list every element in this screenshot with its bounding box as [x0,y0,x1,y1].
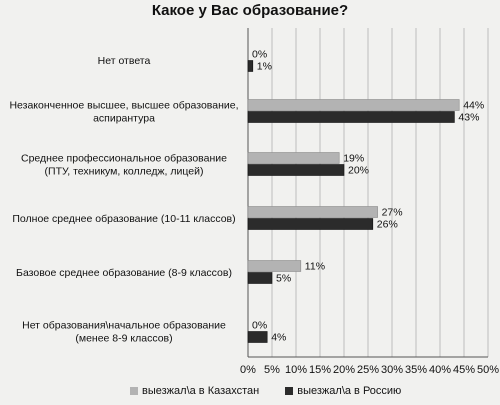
data-label: 19% [343,153,364,165]
bar-russia [247,331,268,343]
x-tick-label: 50% [477,364,499,376]
bar-russia [247,164,345,176]
x-tick-label: 45% [453,364,475,376]
bar-kazakhstan [247,99,460,111]
bar-russia [247,111,455,123]
bar-russia [247,218,374,230]
legend: выезжал\а в Казахстан выезжал\а в Россию [130,383,401,399]
x-tick-label: 40% [429,364,451,376]
data-label: 5% [276,273,291,285]
legend-item-russia: выезжал\а в Россию [285,385,401,397]
data-label: 11% [305,261,325,273]
category-label: Нет ответа [98,55,151,67]
category-label: аспирантура [93,113,155,125]
data-label: 1% [257,61,272,73]
legend-label-russia: выезжал\а в Россию [297,385,402,397]
x-tick-label: 35% [405,364,427,376]
category-label: (ПТУ, техникум, колледж, лицей) [45,166,204,178]
data-label: 26% [377,219,398,231]
category-label: Полное среднее образование (10-11 классо… [12,213,235,225]
data-label: 44% [463,100,484,112]
chart-title: Какое у Вас образование? [151,2,349,19]
data-label: 20% [348,165,369,177]
category-label: Среднее профессиональное образование [21,153,227,165]
data-label: 43% [458,112,479,124]
x-tick-label: 20% [333,364,355,376]
bar-russia [247,272,273,284]
x-tick-label: 0% [240,364,256,376]
legend-swatch-kazakhstan [130,387,138,395]
legend-swatch-russia [285,387,294,395]
data-label: 0% [252,49,267,61]
category-label: Базовое среднее образование (8-9 классов… [16,267,232,279]
category-label: (менее 8-9 классов) [75,333,172,345]
legend-item-kazakhstan: выезжал\а в Казахстан [130,385,259,397]
data-label: 27% [382,207,403,219]
bar-kazakhstan [247,152,340,164]
x-tick-label: 15% [309,364,331,376]
bar-kazakhstan [247,206,378,218]
x-tick-label: 10% [285,364,307,376]
bar-kazakhstan [247,260,302,272]
data-label: 4% [271,332,286,344]
legend-label-kazakhstan: выезжал\а в Казахстан [142,385,260,397]
bar-russia [247,60,254,72]
x-tick-label: 5% [264,364,280,376]
data-label: 0% [252,320,267,332]
category-label: Нет образования\начальное образование [22,320,226,332]
x-tick-label: 25% [357,364,379,376]
category-label: Незаконченное высшее, высшее образование… [9,100,238,112]
x-tick-label: 30% [381,364,403,376]
